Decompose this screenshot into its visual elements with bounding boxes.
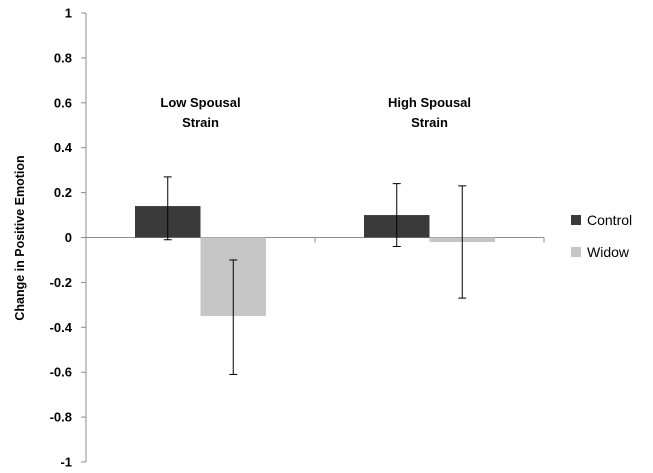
legend-label-control: Control xyxy=(587,212,632,228)
y-tick-label: 0.6 xyxy=(54,95,72,110)
y-tick-label: -1 xyxy=(60,455,72,470)
y-tick-label: 0.8 xyxy=(54,50,72,65)
category-label: Low Spousal xyxy=(160,95,240,110)
legend-label-widow: Widow xyxy=(587,244,630,260)
y-tick-label: 1 xyxy=(65,6,72,21)
y-tick-label: -0.6 xyxy=(50,365,72,380)
bars xyxy=(135,206,495,317)
y-tick-label: 0.4 xyxy=(54,140,73,155)
category-label: Strain xyxy=(411,115,448,130)
y-tick-label: 0.2 xyxy=(54,185,72,200)
y-axis: 1 0.8 0.6 0.4 0.2 0 -0.2 -0.4 -0.6 -0.8 -1 xyxy=(50,6,87,470)
y-tick-label: -0.4 xyxy=(50,320,73,335)
category-label: High Spousal xyxy=(388,95,471,110)
error-bars xyxy=(163,176,467,375)
y-tick-label: 0 xyxy=(65,230,72,245)
legend-swatch-widow xyxy=(571,247,581,257)
category-label: Strain xyxy=(182,115,219,130)
y-tick-label: -0.8 xyxy=(50,410,72,425)
y-tick-label: -0.2 xyxy=(50,275,72,290)
legend: Control Widow xyxy=(571,212,632,260)
y-axis-label: Change in Positive Emotion xyxy=(13,155,27,320)
category-labels: Low Spousal Strain High Spousal Strain xyxy=(160,95,471,130)
legend-swatch-control xyxy=(571,215,581,225)
